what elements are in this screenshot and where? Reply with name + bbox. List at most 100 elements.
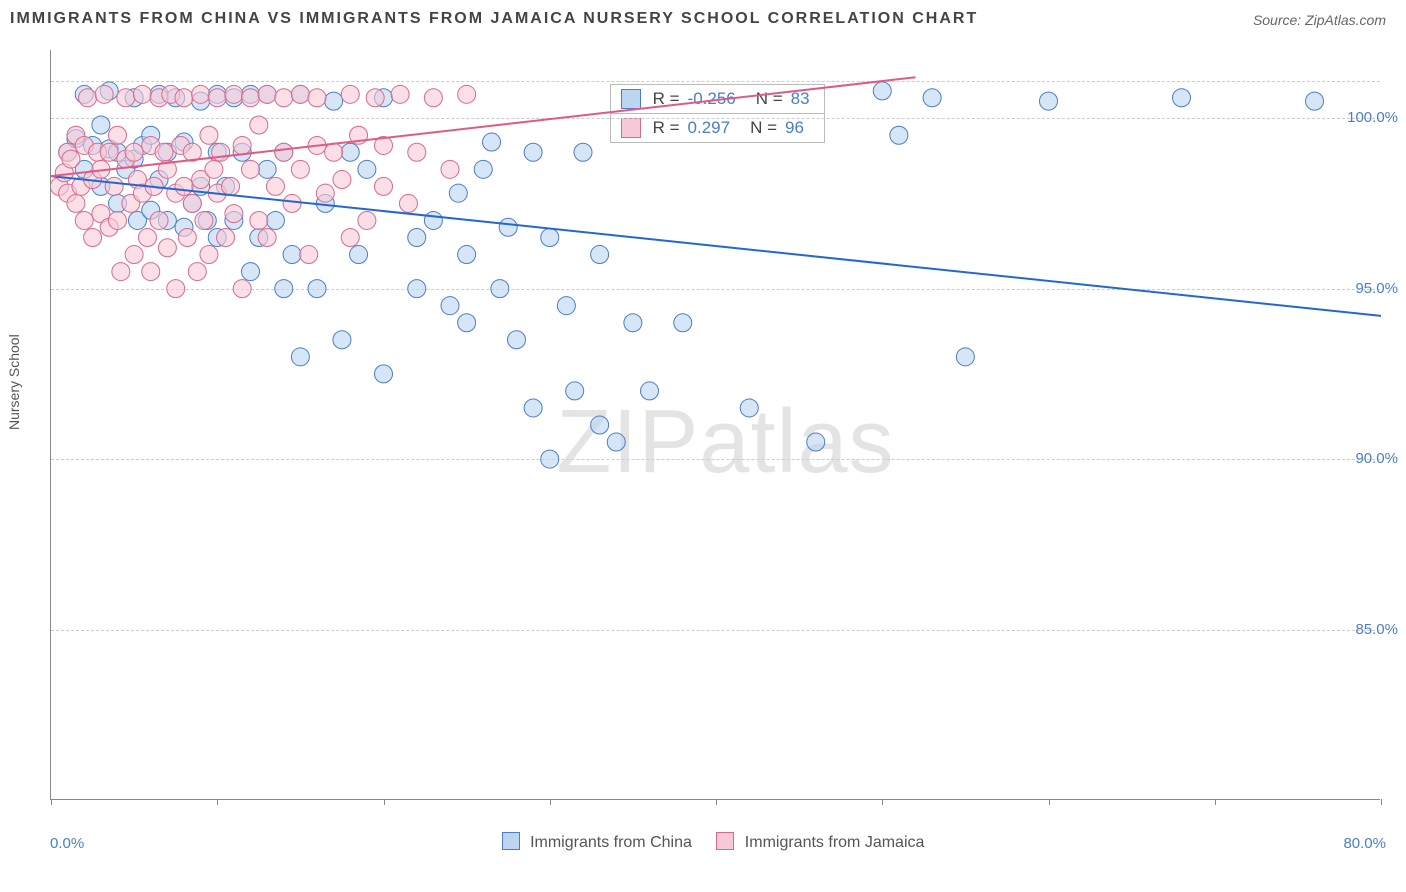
data-point-jamaica bbox=[192, 85, 210, 103]
data-point-china bbox=[358, 160, 376, 178]
data-point-china bbox=[607, 433, 625, 451]
data-point-china bbox=[591, 416, 609, 434]
data-point-jamaica bbox=[133, 85, 151, 103]
data-point-china bbox=[266, 211, 284, 229]
data-point-china bbox=[499, 218, 517, 236]
data-point-china bbox=[1173, 89, 1191, 107]
data-point-jamaica bbox=[250, 116, 268, 134]
data-point-china bbox=[890, 126, 908, 144]
data-point-jamaica bbox=[208, 89, 226, 107]
data-point-china bbox=[308, 280, 326, 298]
data-point-jamaica bbox=[125, 143, 143, 161]
data-point-china bbox=[449, 184, 467, 202]
data-point-jamaica bbox=[175, 177, 193, 195]
legend-swatch-jamaica bbox=[716, 832, 734, 850]
data-point-china bbox=[624, 314, 642, 332]
data-point-china bbox=[674, 314, 692, 332]
data-point-jamaica bbox=[424, 89, 442, 107]
data-point-jamaica bbox=[225, 85, 243, 103]
data-point-china bbox=[923, 89, 941, 107]
data-point-jamaica bbox=[358, 211, 376, 229]
data-point-china bbox=[524, 143, 542, 161]
data-point-china bbox=[491, 280, 509, 298]
data-point-jamaica bbox=[112, 263, 130, 281]
data-point-china bbox=[458, 246, 476, 264]
data-point-jamaica bbox=[325, 143, 343, 161]
data-point-china bbox=[375, 365, 393, 383]
data-point-jamaica bbox=[242, 160, 260, 178]
data-point-china bbox=[740, 399, 758, 417]
data-point-china bbox=[956, 348, 974, 366]
data-point-jamaica bbox=[178, 229, 196, 247]
data-point-china bbox=[807, 433, 825, 451]
data-point-china bbox=[557, 297, 575, 315]
data-point-china bbox=[242, 263, 260, 281]
x-tick-label-left: 0.0% bbox=[50, 835, 84, 852]
data-point-jamaica bbox=[250, 211, 268, 229]
data-point-jamaica bbox=[200, 246, 218, 264]
data-point-jamaica bbox=[150, 211, 168, 229]
y-tick-label: 85.0% bbox=[1355, 621, 1398, 638]
data-point-china bbox=[458, 314, 476, 332]
data-point-china bbox=[566, 382, 584, 400]
data-point-jamaica bbox=[62, 150, 80, 168]
data-point-jamaica bbox=[291, 160, 309, 178]
data-point-jamaica bbox=[341, 85, 359, 103]
data-point-china bbox=[1306, 92, 1324, 110]
data-point-jamaica bbox=[67, 194, 85, 212]
data-point-jamaica bbox=[175, 89, 193, 107]
chart-title: IMMIGRANTS FROM CHINA VS IMMIGRANTS FROM… bbox=[10, 10, 978, 28]
data-point-jamaica bbox=[375, 177, 393, 195]
data-point-jamaica bbox=[183, 194, 201, 212]
data-point-jamaica bbox=[275, 143, 293, 161]
data-point-jamaica bbox=[158, 239, 176, 257]
data-point-jamaica bbox=[308, 89, 326, 107]
legend-label-jamaica: Immigrants from Jamaica bbox=[745, 834, 925, 851]
data-point-jamaica bbox=[233, 280, 251, 298]
data-point-jamaica bbox=[399, 194, 417, 212]
data-point-china bbox=[258, 160, 276, 178]
chart-svg bbox=[51, 50, 1381, 800]
data-point-china bbox=[524, 399, 542, 417]
data-point-china bbox=[483, 133, 501, 151]
data-point-jamaica bbox=[316, 184, 334, 202]
data-point-jamaica bbox=[391, 85, 409, 103]
data-point-china bbox=[591, 246, 609, 264]
data-point-jamaica bbox=[441, 160, 459, 178]
legend-swatch-china bbox=[502, 832, 520, 850]
x-tick-label-right: 80.0% bbox=[1343, 835, 1386, 852]
data-point-jamaica bbox=[242, 89, 260, 107]
y-axis-label: Nursery School bbox=[6, 334, 22, 430]
data-point-china bbox=[408, 280, 426, 298]
y-tick-label: 100.0% bbox=[1347, 109, 1398, 126]
data-point-china bbox=[424, 211, 442, 229]
source-label: Source: ZipAtlas.com bbox=[1253, 12, 1386, 28]
data-point-china bbox=[541, 450, 559, 468]
data-point-jamaica bbox=[155, 143, 173, 161]
y-tick-label: 90.0% bbox=[1355, 450, 1398, 467]
data-point-china bbox=[873, 82, 891, 100]
data-point-jamaica bbox=[200, 126, 218, 144]
data-point-jamaica bbox=[109, 211, 127, 229]
data-point-jamaica bbox=[117, 89, 135, 107]
data-point-jamaica bbox=[195, 211, 213, 229]
data-point-jamaica bbox=[408, 143, 426, 161]
data-point-china bbox=[92, 116, 110, 134]
data-point-jamaica bbox=[225, 205, 243, 223]
data-point-jamaica bbox=[275, 89, 293, 107]
data-point-china bbox=[341, 143, 359, 161]
data-point-china bbox=[408, 229, 426, 247]
trend-line bbox=[51, 176, 1381, 316]
data-point-china bbox=[291, 348, 309, 366]
legend-label-china: Immigrants from China bbox=[530, 834, 692, 851]
data-point-jamaica bbox=[100, 143, 118, 161]
data-point-jamaica bbox=[258, 85, 276, 103]
data-point-china bbox=[283, 246, 301, 264]
data-point-jamaica bbox=[105, 177, 123, 195]
x-tick bbox=[1381, 799, 1382, 805]
bottom-legend: Immigrants from China Immigrants from Ja… bbox=[0, 832, 1406, 852]
data-point-jamaica bbox=[333, 171, 351, 189]
data-point-jamaica bbox=[142, 263, 160, 281]
data-point-jamaica bbox=[212, 143, 230, 161]
data-point-jamaica bbox=[291, 85, 309, 103]
